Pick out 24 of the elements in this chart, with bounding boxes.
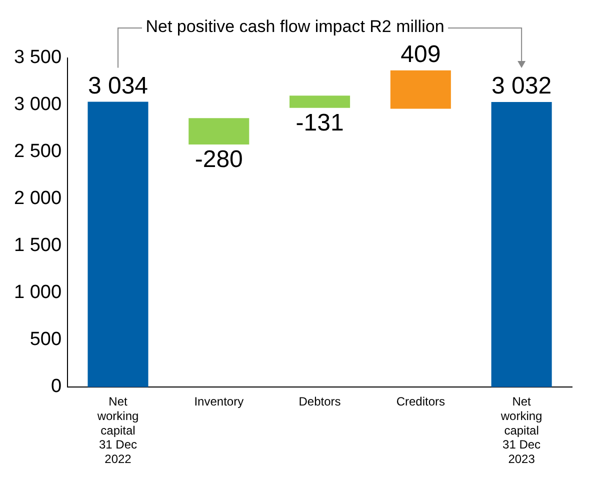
x-tick-label: Net working capital 31 Dec 2023 (500, 394, 542, 466)
x-tick-label: Inventory (194, 394, 244, 409)
bar (290, 96, 350, 108)
x-tick-label: Debtors (298, 394, 341, 409)
data-label: 3 032 (492, 72, 552, 100)
bar (491, 102, 552, 387)
y-tick-label: 1 500 (14, 235, 62, 256)
x-tick-label: Creditors (396, 394, 446, 409)
bar (188, 118, 250, 144)
y-tick-label: 3 000 (14, 94, 62, 116)
y-tick-label: 0 (50, 376, 62, 398)
data-label: 409 (400, 40, 441, 68)
bar (390, 70, 451, 109)
data-label: 3 034 (88, 72, 148, 100)
data-label: -280 (194, 146, 243, 174)
y-tick-label: 500 (30, 329, 62, 350)
y-tick-label: 3 500 (14, 47, 62, 68)
x-tick-label: Net working capital 31 Dec 2022 (96, 394, 139, 466)
y-tick-label: 2 000 (14, 188, 62, 210)
y-tick-label: 1 000 (14, 282, 62, 304)
bar (88, 102, 148, 387)
data-label: -131 (296, 110, 344, 137)
y-tick-label: 2 500 (14, 141, 62, 162)
text: Net positive cash flow impact R2 million (142, 17, 448, 36)
